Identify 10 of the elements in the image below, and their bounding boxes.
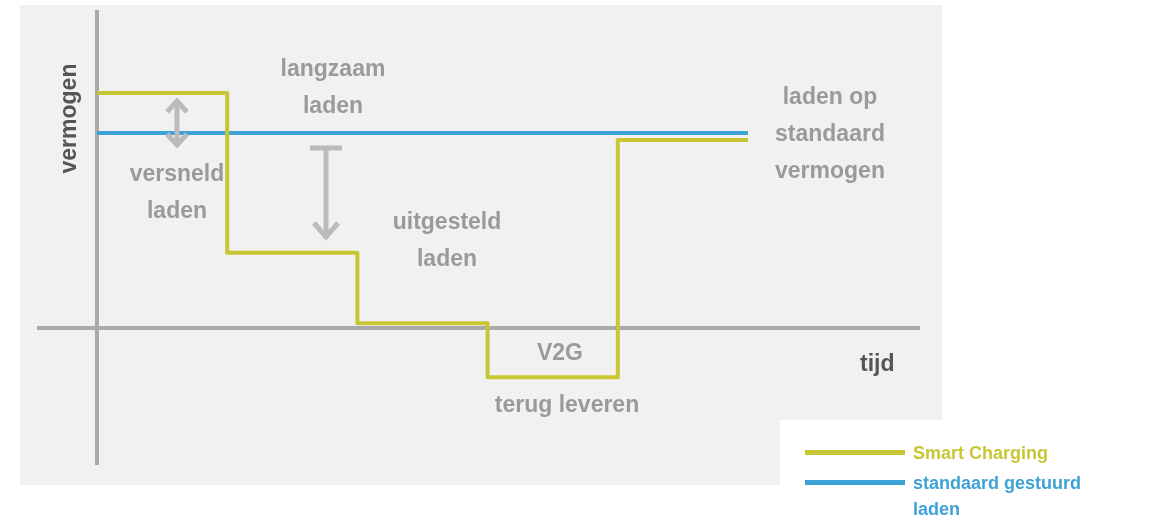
annotation: uitgesteld laden: [391, 207, 503, 273]
text: terug leveren: [493, 390, 641, 419]
annotation: versneld laden: [128, 159, 226, 225]
text: Smart Charging: [913, 442, 1050, 465]
y-axis-title: vermogen: [54, 62, 82, 176]
annotation: langzaam laden: [279, 54, 387, 120]
x-axis-title: tijd: [860, 350, 895, 377]
text: standaard gestuurd laden: [913, 472, 1083, 521]
annotation: laden op standaard vermogen: [774, 82, 886, 185]
annotation: V2G: [536, 338, 584, 367]
